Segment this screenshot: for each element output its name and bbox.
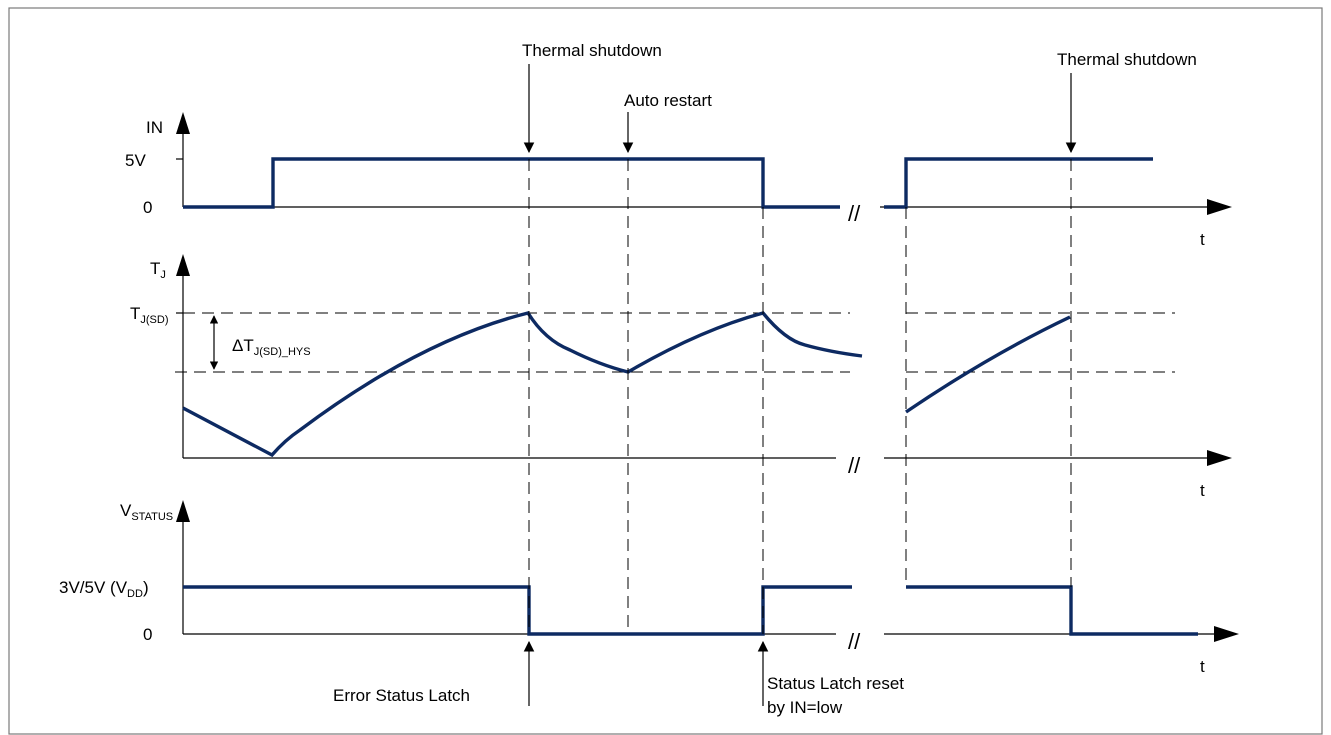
in-level-high: 5V [125, 151, 146, 170]
hysteresis-label: ΔTJ(SD)_HYS [232, 336, 311, 358]
status-waveform-1 [183, 585, 852, 636]
diagram-frame [8, 7, 1323, 735]
tj-axis-label: TJ [150, 259, 166, 281]
annotation-error-status-latch: Error Status Latch [333, 686, 470, 705]
annotation-thermal-shutdown-1: Thermal shutdown [522, 41, 662, 60]
tj-panel: // TJ TJ(SD) ΔTJ(SD)_HYS t [130, 254, 1232, 500]
status-break-symbol: // [848, 629, 861, 654]
tjsd-label: TJ(SD) [130, 304, 169, 326]
tj-break-symbol: // [848, 453, 861, 478]
in-x-axis-arrow [1207, 199, 1232, 215]
in-waveform-1 [183, 157, 840, 209]
in-break-symbol: // [848, 201, 861, 226]
in-level-low: 0 [143, 198, 152, 217]
in-waveform-2 [884, 157, 1153, 209]
tj-x-axis-arrow [1207, 450, 1232, 466]
tj-y-axis-arrow [176, 254, 190, 276]
in-panel: // IN 5V 0 t [125, 112, 1232, 249]
status-time-label: t [1200, 657, 1205, 676]
tj-time-label: t [1200, 481, 1205, 500]
annotation-thermal-shutdown-2: Thermal shutdown [1057, 50, 1197, 69]
event-markers [528, 159, 1072, 634]
annotation-status-latch-reset-2: by IN=low [767, 698, 843, 717]
status-level-high: 3V/5V (VDD) [59, 578, 149, 600]
annotation-auto-restart: Auto restart [624, 91, 712, 110]
in-axis-label: IN [146, 118, 163, 137]
annotation-status-latch-reset-1: Status Latch reset [767, 674, 904, 693]
status-level-low: 0 [143, 625, 152, 644]
status-y-axis-arrow [176, 500, 190, 522]
in-time-label: t [1200, 230, 1205, 249]
status-axis-label: VSTATUS [120, 501, 173, 523]
status-panel: // VSTATUS 3V/5V (VDD) 0 t [59, 500, 1239, 676]
status-x-axis-arrow [1214, 626, 1239, 642]
status-waveform-2 [906, 585, 1198, 636]
annotations: Thermal shutdown Auto restart Thermal sh… [333, 41, 1197, 717]
in-y-axis-arrow [176, 112, 190, 134]
tj-waveform-2 [905, 315, 1071, 414]
tj-waveform-1 [182, 311, 863, 458]
